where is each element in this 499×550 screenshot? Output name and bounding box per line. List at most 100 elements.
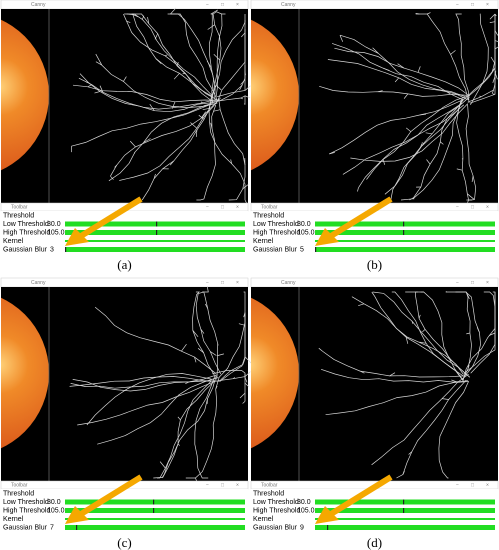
slider-thumb[interactable] [153, 499, 155, 505]
slider-label: Low Threshold [3, 499, 49, 506]
window-button: × [486, 482, 489, 488]
slider-thumb[interactable] [403, 221, 405, 227]
window-button: □ [221, 204, 224, 210]
window-button: − [456, 280, 459, 286]
toolbar-title: Toolbar [11, 204, 28, 210]
slider-thumb[interactable] [156, 221, 158, 227]
slider-value: 7 [50, 524, 54, 531]
caption: (c) [117, 535, 131, 550]
slider-thumb[interactable] [403, 508, 405, 513]
fundus [251, 19, 299, 171]
arrow [65, 196, 143, 246]
window-button: × [486, 204, 489, 210]
slider-thumb[interactable] [403, 230, 405, 235]
slider-track[interactable] [65, 525, 245, 530]
slider-label: High Threshold [253, 507, 300, 514]
window-button: − [206, 2, 209, 8]
slider-label: Low Threshold [253, 221, 299, 228]
toolbar-title: Toolbar [261, 482, 278, 488]
window-button: − [456, 2, 459, 8]
slider-track[interactable] [65, 508, 245, 513]
slider-track[interactable] [65, 221, 245, 227]
slider-label: Low Threshold [253, 499, 299, 506]
slider-value: 30.0 [47, 221, 61, 228]
slider-value: 5 [300, 246, 304, 253]
slider-label: Gaussian Blur [3, 524, 48, 531]
slider-label: Gaussian Blur [253, 524, 298, 531]
slider-thumb[interactable] [156, 230, 158, 235]
slider-track[interactable] [315, 508, 495, 513]
window-button: − [206, 482, 209, 488]
window-button: □ [221, 2, 224, 8]
window-button: × [236, 2, 239, 8]
caption: (b) [367, 257, 382, 272]
slider-label: Kernel [253, 516, 274, 523]
slider-thumb[interactable] [403, 499, 405, 505]
slider-value: 105.0 [47, 229, 65, 236]
slider-label: Threshold [3, 212, 34, 219]
slider-value: 30.0 [297, 221, 311, 228]
window-button: □ [221, 482, 224, 488]
slider-value: 9 [300, 524, 304, 531]
slider-track [65, 518, 245, 520]
toolbar-title: Toolbar [11, 482, 28, 488]
caption: (a) [117, 257, 131, 272]
arrow [315, 196, 393, 246]
slider-label: High Threshold [3, 229, 50, 236]
toolbar-title: Toolbar [261, 204, 278, 210]
slider-label: Threshold [3, 490, 34, 497]
slider-thumb[interactable] [65, 247, 67, 252]
window-button: × [486, 280, 489, 286]
slider-track[interactable] [315, 221, 495, 227]
arrow [65, 474, 143, 524]
slider-track[interactable] [65, 499, 245, 505]
slider-label: High Threshold [3, 507, 50, 514]
slider-value: 30.0 [47, 499, 61, 506]
slider-track [315, 240, 495, 242]
window-button: × [236, 482, 239, 488]
window-button: □ [471, 2, 474, 8]
slider-value: 105.0 [47, 507, 65, 514]
vessel-edges [71, 7, 251, 204]
slider-label: Kernel [3, 516, 24, 523]
slider-thumb[interactable] [76, 525, 78, 530]
slider-track[interactable] [315, 525, 495, 530]
slider-label: Gaussian Blur [253, 246, 298, 253]
vessel-edges [69, 286, 252, 485]
slider-thumb[interactable] [153, 508, 155, 513]
panel: Canny − □ × Toolbar − □ × Threshold Low Threshold… [250, 0, 499, 272]
window-button: × [486, 2, 489, 8]
fundus [1, 19, 49, 171]
window-button: □ [471, 204, 474, 210]
fundus [1, 297, 49, 449]
slider-track[interactable] [65, 230, 245, 235]
window-button: □ [471, 280, 474, 286]
window-button: × [236, 280, 239, 286]
window-button: − [456, 204, 459, 210]
window-button: □ [471, 482, 474, 488]
slider-label: Threshold [253, 490, 284, 497]
slider-track [65, 240, 245, 242]
window-title: Canny [31, 280, 46, 286]
slider-value: 105.0 [297, 229, 315, 236]
slider-track[interactable] [315, 247, 495, 252]
slider-track[interactable] [315, 499, 495, 505]
slider-label: Kernel [253, 238, 274, 245]
window-button: − [206, 280, 209, 286]
window-title: Canny [281, 2, 296, 8]
slider-value: 105.0 [297, 507, 315, 514]
slider-track [315, 518, 495, 520]
slider-track[interactable] [315, 230, 495, 235]
slider-value: 3 [50, 246, 54, 253]
window-button: × [236, 204, 239, 210]
slider-thumb[interactable] [327, 525, 329, 530]
slider-label: Low Threshold [3, 221, 49, 228]
slider-thumb[interactable] [315, 247, 317, 252]
slider-label: Kernel [3, 238, 24, 245]
window-title: Canny [281, 280, 296, 286]
window-button: − [206, 204, 209, 210]
slider-value: 30.0 [297, 499, 311, 506]
window-button: − [456, 482, 459, 488]
slider-track[interactable] [65, 247, 245, 252]
